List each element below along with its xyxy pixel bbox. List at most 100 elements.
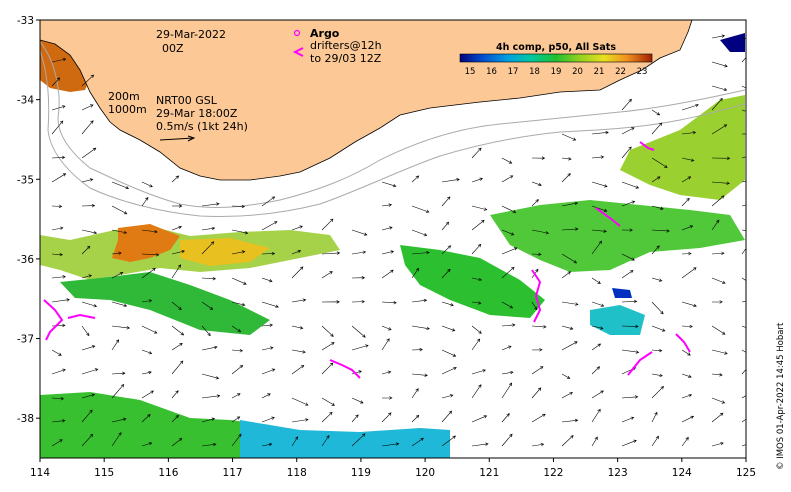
drifters-label: drifters@12h: [310, 39, 382, 52]
current-arrow: [471, 301, 482, 305]
current-arrow: [111, 371, 126, 376]
current-arrow: [591, 181, 608, 188]
x-tick-label: 117: [223, 467, 243, 479]
sst-patch-east-cyan: [590, 305, 645, 335]
current-arrow: [441, 245, 452, 255]
current-arrow: [441, 435, 456, 447]
current-arrow: [561, 435, 574, 447]
current-arrow: [681, 349, 691, 356]
current-arrow: [441, 221, 450, 231]
current-arrow: [321, 325, 334, 337]
current-arrow: [51, 226, 64, 231]
current-arrow: [711, 156, 731, 160]
current-arrow: [471, 325, 482, 334]
colorbar-tick-label: 15: [465, 67, 476, 77]
current-arrow: [141, 349, 153, 355]
current-arrow: [681, 176, 692, 183]
current-arrow: [201, 373, 220, 380]
current-arrow: [531, 229, 550, 235]
current-arrow: [711, 373, 723, 377]
current-arrow: [51, 349, 62, 356]
current-arrow: [81, 178, 94, 183]
current-arrow: [231, 229, 249, 235]
drifter-track-8: [639, 141, 655, 151]
current-arrow: [591, 240, 602, 255]
current-arrow: [621, 253, 635, 261]
current-arrow: [321, 397, 335, 406]
contour-200m: [40, 41, 746, 208]
current-arrow: [741, 204, 746, 207]
current-arrow: [621, 181, 640, 189]
current-arrow: [711, 124, 728, 135]
current-arrow: [561, 133, 577, 141]
current-arrow: [351, 370, 362, 375]
current-arrow: [621, 349, 640, 354]
current-arrow: [351, 414, 359, 423]
current-arrow: [171, 249, 185, 255]
current-arrow: [141, 325, 158, 334]
current-arrow: [501, 345, 512, 351]
current-arrow: [51, 396, 65, 401]
current-arrow: [111, 432, 122, 447]
current-arrow: [591, 390, 604, 399]
current-arrow: [621, 127, 635, 135]
current-arrow: [321, 300, 340, 304]
current-arrow: [321, 411, 333, 423]
current-arrow: [261, 368, 276, 375]
current-arrow: [711, 181, 730, 185]
current-arrow: [621, 146, 632, 159]
x-tick-label: 123: [608, 467, 628, 479]
current-arrow: [411, 325, 430, 331]
current-arrow: [321, 218, 334, 231]
x-tick-label: 125: [736, 467, 756, 479]
current-arrow: [711, 195, 725, 207]
current-arrow: [81, 433, 94, 447]
sst-patch-south-green: [40, 392, 270, 458]
current-arrow: [231, 364, 244, 375]
current-arrow: [501, 205, 517, 214]
current-arrow: [651, 373, 663, 378]
current-arrow: [171, 343, 183, 351]
drifters-to-label: to 29/03 12Z: [310, 52, 382, 65]
contour-1000m: [40, 49, 746, 217]
current-arrow: [741, 57, 746, 63]
current-arrow: [291, 325, 304, 330]
current-arrow: [111, 229, 128, 235]
colorbar-title: 4h comp, p50, All Sats: [496, 42, 616, 53]
current-arrow: [171, 438, 183, 447]
bathymetry-contours: [40, 41, 746, 217]
current-arrow: [261, 346, 274, 351]
current-model-label: NRT00 GSL: [156, 94, 218, 107]
current-arrow: [81, 74, 95, 87]
current-arrow: [381, 442, 400, 447]
current-arrow: [111, 271, 124, 279]
current-arrow: [441, 196, 451, 207]
current-arrow: [501, 370, 514, 375]
colorbar-tick-label: 22: [615, 67, 626, 77]
current-arrow: [411, 373, 428, 377]
current-arrow: [621, 200, 636, 207]
x-tick-label: 122: [543, 467, 563, 479]
current-arrow: [381, 412, 392, 423]
current-arrow: [561, 301, 579, 306]
colorbar-tick-label: 17: [508, 67, 519, 77]
current-arrow: [621, 270, 634, 279]
current-arrow: [171, 204, 183, 208]
current-arrow: [501, 266, 515, 279]
current-arrow: [651, 157, 668, 168]
sst-patch-south-cyan: [240, 420, 450, 458]
colorbar-tick-label: 20: [572, 67, 583, 77]
current-arrow: [591, 408, 601, 423]
current-arrow: [501, 229, 515, 236]
current-arrow: [591, 325, 604, 330]
current-arrow: [381, 203, 393, 207]
current-arrow: [531, 387, 542, 399]
current-arrow: [531, 181, 542, 187]
current-arrow: [471, 338, 481, 351]
current-arrow: [381, 396, 393, 400]
x-tick-label: 124: [672, 467, 692, 479]
current-arrow: [201, 345, 218, 351]
plot-border: [39, 19, 747, 459]
current-arrow: [111, 301, 128, 308]
